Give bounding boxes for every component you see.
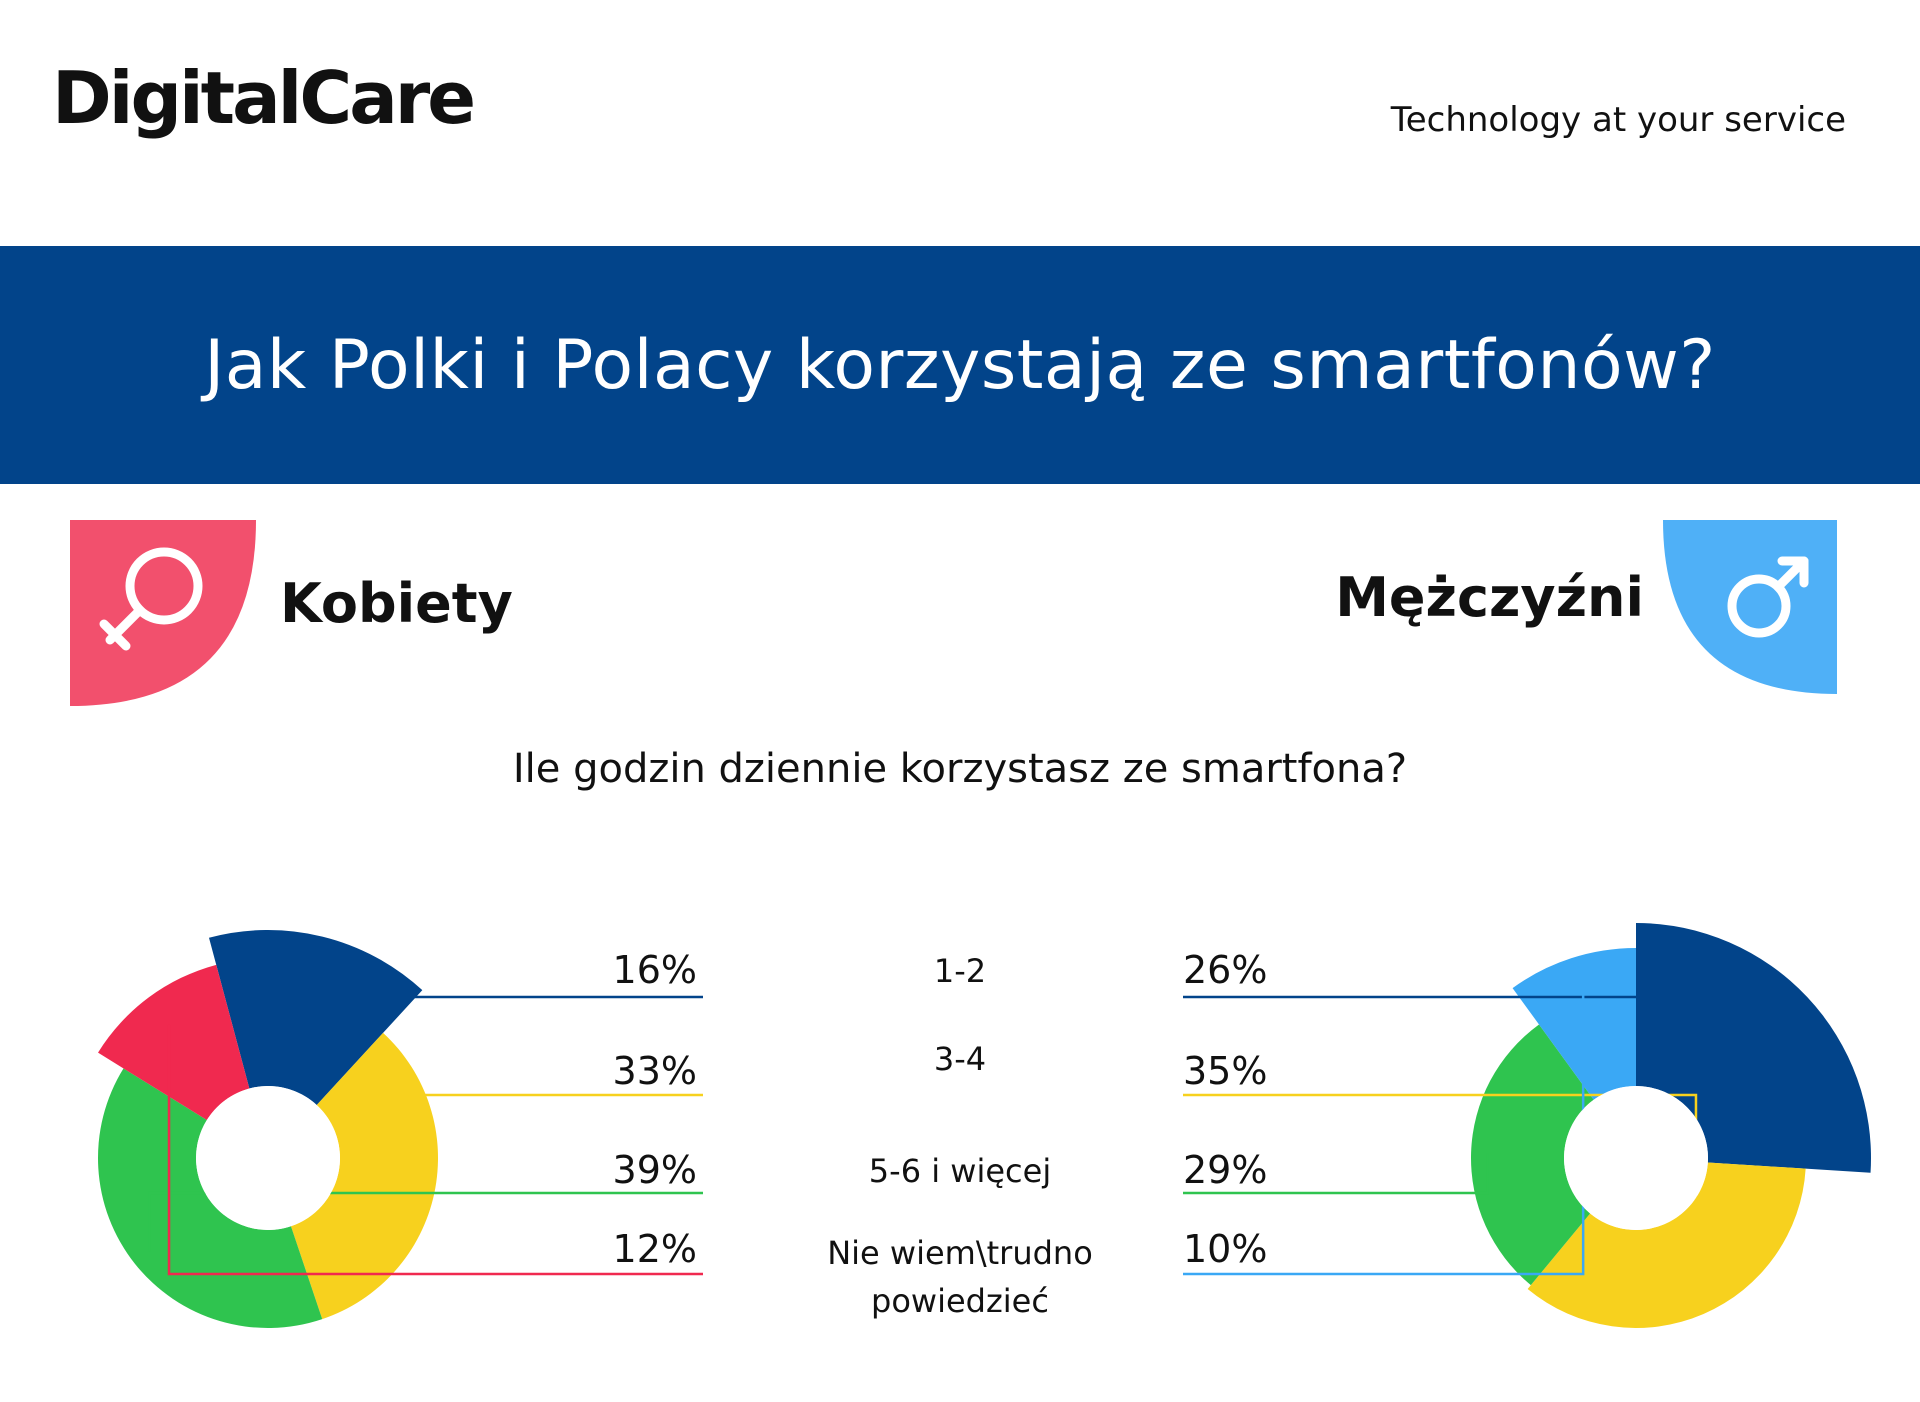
category-label-powiedziec: powiedzieć	[871, 1282, 1049, 1320]
female-label: Kobiety	[280, 572, 513, 635]
category-label-1-2: 1-2	[934, 952, 986, 990]
leader-line-female-33pct	[414, 1093, 703, 1190]
leader-line-male-26pct	[1183, 995, 1772, 1033]
pie-slice-female-39pct	[97, 1068, 323, 1328]
leader-line-female-16pct	[309, 983, 703, 999]
data-label-female-16pct: 16%	[613, 948, 697, 992]
male-label: Mężczyźni	[1335, 566, 1644, 629]
donut-hole-female	[196, 1086, 340, 1230]
data-label-female-12pct: 12%	[613, 1227, 697, 1271]
category-label-3-4: 3-4	[934, 1040, 986, 1078]
page-title: Jak Polki i Polacy korzystają ze smartfo…	[204, 325, 1716, 405]
pie-slice-female-33pct	[290, 1032, 438, 1320]
data-label-male-10pct: 10%	[1183, 1227, 1267, 1271]
female-symbol-icon	[99, 547, 203, 651]
data-label-male-29pct: 29%	[1183, 1148, 1267, 1192]
pie-female	[97, 930, 438, 1328]
data-label-female-39pct: 39%	[613, 1148, 697, 1192]
data-label-female-33pct: 33%	[613, 1049, 697, 1093]
digitalcare-logo: DigitalCare	[52, 56, 476, 140]
pie-slice-male-29pct	[1471, 1024, 1594, 1286]
tagline: Technology at your service	[1390, 100, 1846, 140]
male-badge-shape	[1663, 520, 1837, 694]
pie-slice-male-35pct	[1527, 1162, 1806, 1328]
leader-line-male-10pct	[1183, 995, 1585, 1276]
data-label-male-26pct: 26%	[1183, 948, 1267, 992]
leader-line-male-35pct	[1183, 1093, 1698, 1297]
category-label-5-6: 5-6 i więcej	[869, 1152, 1051, 1190]
data-label-male-35pct: 35%	[1183, 1049, 1267, 1093]
pie-slice-male-10pct	[1512, 948, 1636, 1100]
female-badge	[70, 520, 256, 706]
leader-line-male-29pct	[1183, 1153, 1489, 1195]
title-banner: Jak Polki i Polacy korzystają ze smartfo…	[0, 246, 1920, 484]
pie-slice-female-16pct	[208, 930, 423, 1106]
leader-line-female-12pct	[167, 1024, 703, 1276]
charts-area: 16% 33% 39% 12% 26% 35% 29% 10% 1-2 3-4 5-6 i więc…	[97, 923, 1871, 1328]
pie-slice-female-12pct	[98, 964, 250, 1121]
leader-line-female-39pct	[148, 1191, 703, 1252]
female-badge-shape	[70, 520, 256, 706]
category-label-nie-wiem: Nie wiem\trudno	[827, 1234, 1093, 1272]
male-symbol-icon	[1727, 556, 1809, 638]
survey-question: Ile godzin dziennie korzystasz ze smartf…	[512, 746, 1408, 792]
donut-hole-male	[1564, 1086, 1708, 1230]
male-badge	[1663, 520, 1837, 694]
